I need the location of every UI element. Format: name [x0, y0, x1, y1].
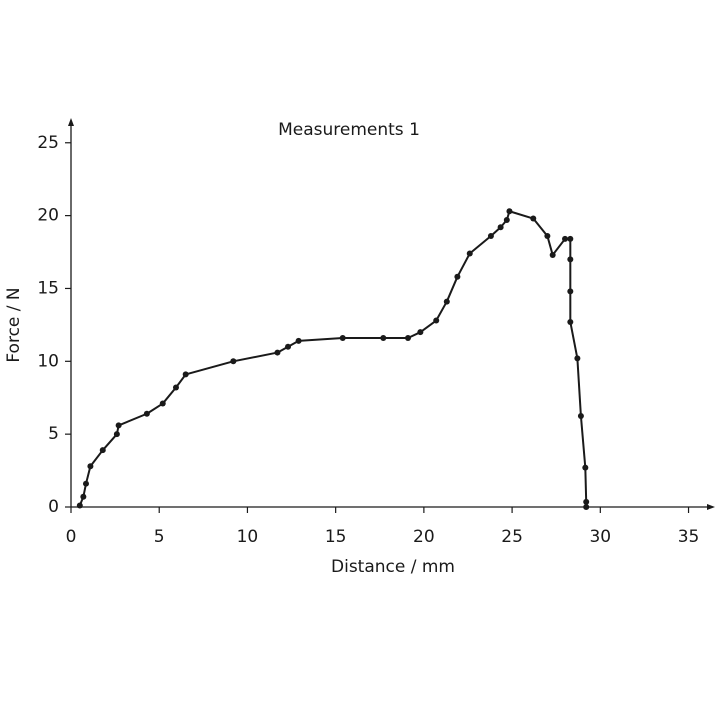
x-tick-label: 20 — [413, 527, 435, 547]
y-tick-label: 20 — [37, 206, 59, 226]
x-axis-label: Distance / mm — [331, 557, 455, 577]
chart-title: Measurements 1 — [278, 120, 420, 140]
point — [433, 317, 440, 324]
point — [159, 400, 166, 407]
point — [82, 480, 89, 487]
x-tick-label: 0 — [66, 527, 77, 547]
point — [487, 233, 494, 240]
point — [562, 235, 569, 242]
y-axis-arrow — [68, 118, 74, 126]
point — [466, 250, 473, 257]
point — [530, 215, 537, 222]
x-tick-label: 10 — [237, 527, 259, 547]
point — [87, 463, 94, 470]
x-tick-label: 25 — [501, 527, 523, 547]
point — [172, 384, 179, 391]
point — [582, 464, 589, 471]
y-tick-label: 25 — [37, 133, 59, 153]
point — [76, 502, 83, 509]
point — [443, 298, 450, 305]
x-tick-label: 15 — [325, 527, 347, 547]
point — [454, 273, 461, 280]
point — [230, 358, 237, 365]
point — [417, 329, 424, 336]
x-tick-label: 30 — [589, 527, 611, 547]
point — [544, 233, 551, 240]
point — [567, 288, 574, 295]
point — [182, 371, 189, 378]
point — [285, 343, 292, 350]
point — [115, 422, 122, 429]
x-tick-label: 35 — [678, 527, 700, 547]
point — [497, 224, 504, 231]
point — [404, 334, 411, 341]
point — [99, 447, 106, 454]
point — [549, 251, 556, 258]
x-axis-arrow — [707, 504, 715, 510]
point — [113, 431, 120, 438]
point — [583, 498, 590, 505]
point — [567, 235, 574, 242]
y-axis-label: Force / N — [4, 287, 24, 362]
y-tick-label: 15 — [37, 278, 59, 298]
line — [78, 210, 588, 507]
point — [295, 337, 302, 344]
point — [380, 334, 387, 341]
point — [567, 318, 574, 325]
point — [274, 349, 281, 356]
point — [577, 412, 584, 419]
point — [339, 334, 346, 341]
x-tick-label: 5 — [154, 527, 165, 547]
point — [503, 216, 510, 223]
y-tick-label: 5 — [48, 424, 59, 444]
y-tick-label: 0 — [48, 497, 59, 517]
point — [567, 256, 574, 263]
point — [143, 410, 150, 417]
point — [574, 355, 581, 362]
point — [80, 493, 87, 500]
y-tick-label: 10 — [37, 351, 59, 371]
point — [506, 208, 513, 215]
point — [583, 504, 590, 510]
